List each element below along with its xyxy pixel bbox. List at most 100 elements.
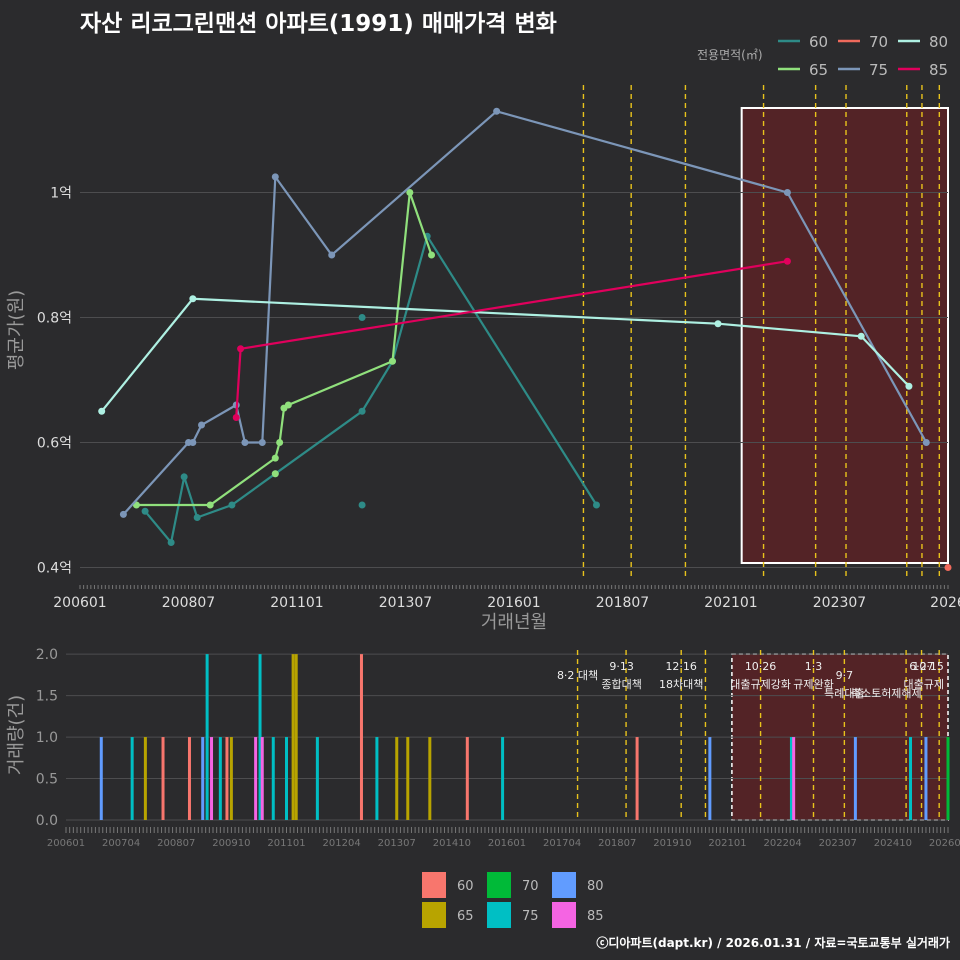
data-point-75 [119, 510, 127, 518]
x-tick-label: 201101 [270, 595, 323, 611]
volume-bar-60 [465, 737, 469, 820]
y-axis-title: 평균가(원) [6, 290, 27, 370]
data-point-60 [180, 473, 188, 481]
volume-bar-75 [205, 654, 209, 820]
data-point-75 [189, 439, 197, 446]
series-line-60 [144, 233, 598, 545]
series-line-85 [235, 260, 788, 418]
data-point-60 [141, 507, 149, 515]
y-tick-label: 1.5 [36, 689, 58, 705]
policy-annotation: 10·26 [745, 660, 777, 673]
data-point-85 [783, 257, 791, 265]
legend-label-70: 70 [522, 879, 539, 894]
x-tick-label: 202601 [929, 838, 960, 849]
x-tick-label: 202410 [874, 838, 912, 849]
policy-annotation: 10·15 [912, 660, 944, 673]
x-tick-label: 201101 [267, 838, 305, 849]
volume-bar-60 [225, 737, 229, 820]
data-point-60 [193, 514, 201, 521]
series-line-65 [136, 192, 433, 507]
x-tick-label: 2026 [930, 595, 960, 611]
policy-annotation: 대출규제 [904, 678, 944, 691]
legend-title: 전용면적(㎡) [697, 48, 763, 62]
policy-annotation: 6·27 [909, 660, 934, 673]
legend-label-85: 85 [929, 61, 948, 79]
volume-bar-65 [143, 737, 147, 820]
x-axis-title: 거래년월 [481, 612, 547, 633]
legend-label-65: 65 [457, 909, 474, 924]
data-point-75 [271, 173, 279, 181]
data-point-75 [783, 189, 791, 196]
x-tick-label: 201807 [596, 595, 649, 611]
x-tick-label: 201307 [378, 838, 416, 849]
volume-bar-75 [218, 737, 222, 820]
data-point-65 [276, 439, 284, 446]
volume-bar-75 [501, 737, 505, 820]
volume-bar-75 [375, 737, 379, 820]
x-tick-label: 202101 [704, 595, 757, 611]
policy-annotation: 18차대책 [659, 678, 703, 691]
legend-label-80: 80 [587, 879, 604, 894]
data-point-80 [189, 295, 197, 303]
data-point-70 [944, 564, 952, 571]
data-point-80 [857, 332, 865, 340]
volume-bar-75 [271, 737, 275, 820]
x-tick-label: 201601 [488, 838, 526, 849]
x-tick-label: 201910 [653, 838, 691, 849]
data-point-65 [428, 251, 436, 259]
price-legend: 전용면적(㎡) 60 70 80 65 75 85 [697, 33, 948, 79]
x-tick-label: 200807 [157, 838, 195, 849]
data-point-85 [237, 345, 245, 353]
data-point-75 [241, 439, 249, 446]
volume-chart: 0.0 0.5 1.0 1.5 2.0 200601 200704 200807 200910 2… [6, 647, 960, 849]
volume-bar-60 [187, 737, 191, 820]
policy-annotation: 대출규제강화 [730, 678, 791, 691]
policy-annotation: 특례대출 [824, 687, 864, 700]
chart-title: 자산 리코그린맨션 아파트(1991) 매매가격 변화 [80, 11, 557, 37]
volume-bar-85 [260, 737, 264, 820]
volume-bar-70 [946, 737, 950, 820]
x-tick-label: 201204 [323, 838, 361, 849]
legend-label-75: 75 [869, 61, 888, 79]
y-tick-label: 0.8억 [37, 311, 72, 327]
policy-annotation: 12·16 [665, 660, 697, 673]
data-point-60 [228, 501, 236, 509]
volume-bar-75 [315, 737, 319, 820]
legend-swatch-65 [422, 902, 446, 928]
data-point-65 [206, 501, 214, 509]
x-tick-label: 200704 [102, 838, 140, 849]
volume-bar-75 [258, 654, 262, 820]
volume-bar-80 [853, 737, 857, 820]
legend-swatch-80 [552, 872, 576, 898]
legend-label-60: 60 [457, 879, 474, 894]
volume-bar-65 [291, 654, 295, 820]
legend-swatch-75 [487, 902, 511, 928]
y-tick-label: 0.0 [36, 813, 58, 829]
x-tick-label: 201704 [543, 838, 581, 849]
data-point-75 [198, 421, 206, 429]
volume-bar-75 [789, 737, 793, 820]
price-chart: 0.4억 0.6억 0.8억 1억 200601 200807 201101 201307 20… [6, 85, 960, 633]
x-tick-label: 201410 [433, 838, 471, 849]
y-tick-label: 1.0 [36, 730, 58, 746]
policy-annotation: 규제완화 [793, 678, 833, 691]
x-tick-label: 200601 [53, 595, 106, 611]
legend-label-75: 75 [522, 909, 539, 924]
data-point-65 [271, 470, 279, 478]
x-tick-label: 200910 [212, 838, 250, 849]
legend-label-85: 85 [587, 909, 604, 924]
volume-bar-80 [924, 737, 928, 820]
volume-bar-65 [395, 737, 399, 820]
policy-annotation: 8·2 대책 [557, 669, 598, 682]
data-point-65 [388, 357, 396, 365]
x-tick-label: 201601 [487, 595, 540, 611]
volume-bar-85 [254, 737, 258, 820]
data-point-80 [905, 382, 913, 390]
x-tick-label: 200601 [47, 838, 85, 849]
footer-credit: ⓒ디아파트(dapt.kr) / 2026.01.31 / 자료=국토교통부 실… [596, 936, 950, 950]
y-tick-label: 0.4억 [37, 561, 72, 577]
volume-bar-80 [201, 737, 205, 820]
volume-bar-60 [161, 737, 165, 820]
x-tick-label: 202307 [813, 595, 866, 611]
volume-bar-65 [294, 654, 298, 820]
